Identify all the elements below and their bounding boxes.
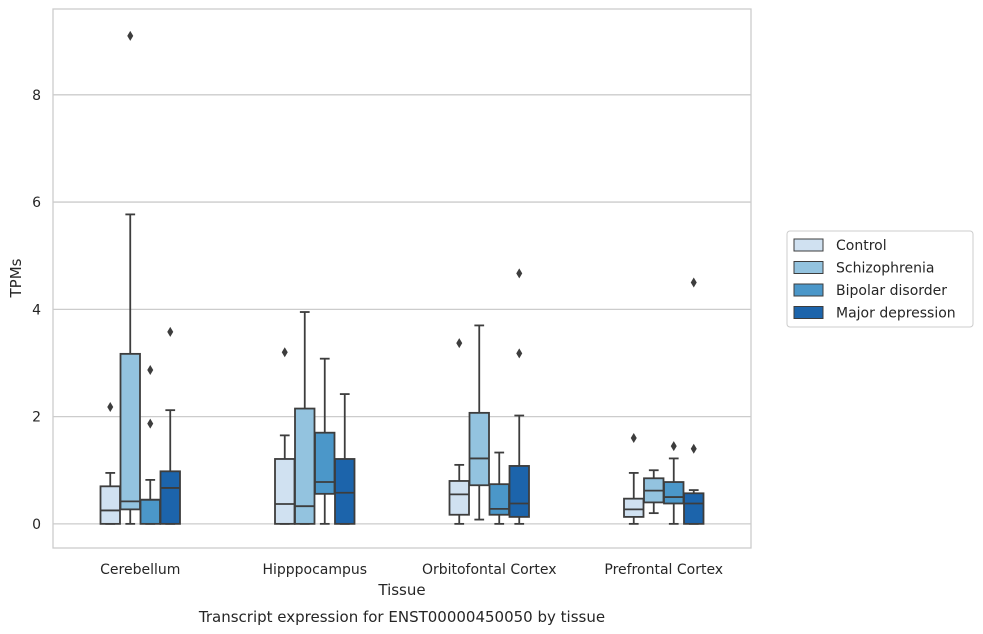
legend-label: Control	[836, 238, 887, 254]
box-iqr	[488, 483, 510, 516]
legend-swatch	[793, 261, 824, 274]
box	[508, 268, 530, 525]
y-tick-labels: 0 2 4 6 8	[32, 88, 41, 533]
legend-label: Schizophrenia	[836, 261, 934, 277]
outlier-point	[630, 433, 637, 444]
box-iqr	[119, 352, 141, 511]
outlier-point	[516, 348, 523, 359]
legend-swatch	[793, 238, 824, 252]
legend: Control Schizophrenia Bipolar disorder Majo…	[786, 230, 974, 328]
box	[159, 326, 181, 525]
outlier-point	[107, 401, 114, 412]
box-iqr	[468, 411, 490, 487]
x-axis-title: Tissue	[377, 581, 425, 599]
box-iqr	[274, 458, 296, 525]
y-tick-label: 8	[32, 88, 41, 104]
outlier-point	[690, 443, 697, 454]
legend-frame	[786, 230, 974, 328]
box-iqr	[663, 481, 685, 505]
series-major-depression	[159, 268, 705, 525]
box	[448, 338, 470, 525]
box	[274, 347, 296, 525]
series-schizophrenia	[119, 30, 665, 525]
outlier-point	[670, 441, 677, 452]
outlier-point	[147, 364, 154, 375]
box-iqr	[314, 431, 336, 495]
x-tick-label: Hipppocampus	[262, 562, 367, 578]
box	[468, 324, 490, 521]
x-tick-label: Prefrontal Cortex	[604, 562, 723, 578]
box	[139, 364, 161, 525]
legend-label: Major depression	[836, 306, 956, 322]
x-tick-label: Orbitofontal Cortex	[422, 562, 557, 578]
y-tick-label: 2	[32, 410, 41, 426]
outlier-point	[456, 338, 463, 349]
outlier-point	[516, 268, 523, 279]
outlier-point	[127, 30, 134, 41]
series-bipolar-disorder	[139, 357, 685, 525]
box	[119, 30, 141, 525]
y-axis-title: TPMs	[7, 258, 25, 298]
box	[488, 451, 510, 525]
box-iqr	[623, 497, 645, 518]
legend-swatch	[793, 306, 824, 319]
legend-swatch	[793, 283, 824, 297]
y-tick-label: 4	[32, 302, 41, 318]
x-tick-labels: Cerebellum Hipppocampus Orbitofontal Corte…	[100, 562, 723, 578]
x-tick-label: Cerebellum	[100, 562, 180, 578]
box-iqr	[334, 458, 356, 525]
box-iqr	[139, 498, 161, 525]
y-tick-label: 6	[32, 195, 41, 211]
box-series	[99, 30, 705, 525]
plot-background	[53, 9, 751, 548]
legend-label: Bipolar disorder	[836, 283, 947, 299]
box	[663, 441, 685, 525]
outlier-point	[147, 418, 154, 429]
box-iqr	[683, 492, 705, 525]
y-tick-label: 0	[32, 517, 41, 533]
box-iqr	[99, 485, 121, 525]
box	[334, 393, 356, 525]
outlier-point	[690, 277, 697, 288]
series-control	[99, 338, 645, 525]
box-iqr	[448, 480, 470, 516]
box-iqr	[159, 470, 181, 525]
outlier-point	[167, 326, 174, 337]
box	[623, 433, 645, 525]
figure-caption: Transcript expression for ENST0000045005…	[198, 608, 605, 626]
box	[683, 277, 705, 525]
box-iqr	[508, 465, 530, 518]
outlier-point	[281, 347, 288, 358]
plot-frame	[52, 8, 752, 549]
